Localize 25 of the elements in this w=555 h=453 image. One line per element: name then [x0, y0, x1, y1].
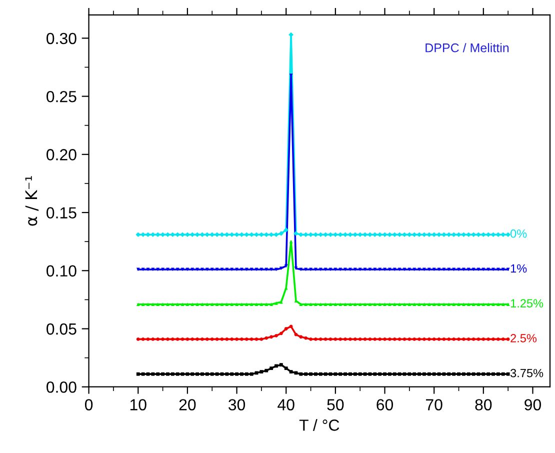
x-tick-label: 90: [524, 399, 541, 410]
series-label: 1%: [510, 264, 527, 273]
x-tick-label: 20: [179, 399, 196, 410]
x-tick-label: 50: [327, 399, 344, 410]
y-axis-title: α / K⁻¹: [25, 176, 39, 226]
series-label: 3.75%: [510, 368, 544, 378]
series-label: 2.5%: [510, 334, 537, 342]
x-tick-label: 70: [426, 399, 442, 410]
x-tick-label: 40: [278, 399, 294, 410]
x-tick-label: 0: [84, 399, 93, 410]
y-tick-label: 0.05: [46, 323, 76, 335]
x-tick-label: 80: [475, 399, 492, 410]
x-tick-label: 30: [228, 399, 246, 410]
y-tick-label: 0.10: [46, 265, 76, 277]
annotation: DPPC / Melittin: [426, 43, 509, 52]
y-tick-label: 0.20: [46, 149, 76, 160]
y-tick-label: 0.25: [46, 90, 76, 102]
series-label: 1.25%: [510, 299, 544, 308]
x-tick-label: 10: [130, 399, 146, 410]
y-tick-label: 0.15: [46, 207, 76, 218]
x-tick-label: 60: [376, 399, 394, 410]
y-tick-label: 0.00: [46, 381, 76, 393]
x-axis-title: T / °C: [299, 419, 340, 431]
series-label: 0%: [510, 229, 527, 238]
y-tick-label: 0.30: [46, 32, 76, 44]
